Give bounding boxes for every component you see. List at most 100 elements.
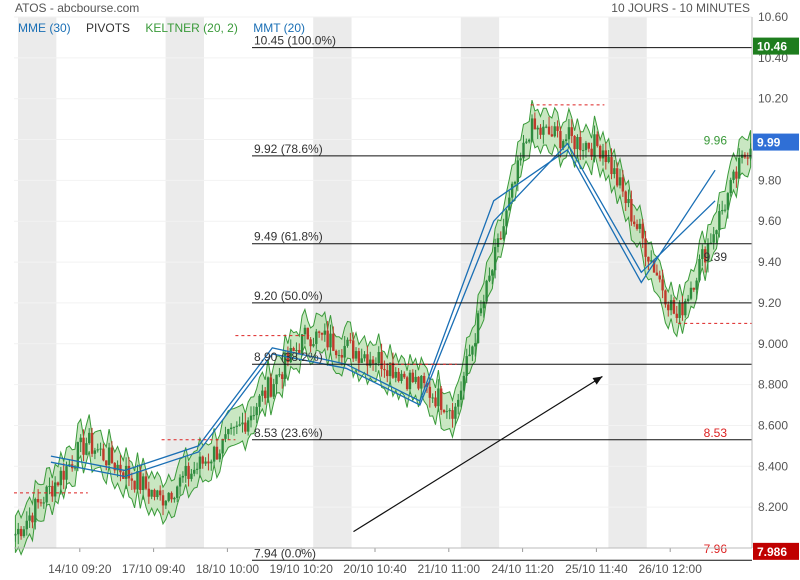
- candle-body: [85, 443, 88, 455]
- candle-body: [482, 301, 485, 309]
- legend-mmt[interactable]: MMT (20): [253, 21, 305, 35]
- candle-body: [139, 470, 142, 490]
- candle-down: [405, 375, 409, 391]
- annotation-label: 9.39: [704, 250, 728, 264]
- y-tick-label: 9.000: [758, 337, 788, 351]
- candle-up: [618, 168, 622, 189]
- y-tick-label: 8.800: [758, 378, 788, 392]
- candle-down: [397, 368, 400, 383]
- candle-body: [386, 370, 389, 377]
- candle-body: [238, 424, 241, 426]
- legend-keltner[interactable]: KELTNER (20, 2): [145, 21, 238, 35]
- candle-up: [516, 155, 520, 192]
- candle-up: [59, 466, 63, 495]
- candle-body: [505, 210, 508, 227]
- candle-down: [306, 327, 309, 340]
- candle-body: [448, 410, 451, 412]
- period-label[interactable]: 10 JOURS - 10 MINUTES: [611, 1, 750, 15]
- candle-up: [720, 200, 724, 215]
- candle-body: [689, 287, 693, 299]
- candle-body: [357, 351, 361, 363]
- candle-down: [161, 489, 165, 516]
- candle-body: [221, 438, 224, 454]
- candle-down: [391, 352, 395, 379]
- fib-label: 7.94 (0.0%): [254, 546, 316, 560]
- candle-up: [536, 125, 539, 140]
- y-tick-label: 9.80: [758, 173, 782, 187]
- candle-up: [99, 442, 102, 457]
- candle-down: [559, 126, 562, 158]
- candle-up: [627, 189, 630, 208]
- candle-up: [17, 522, 20, 545]
- candle-up: [698, 254, 701, 283]
- candle-body: [607, 157, 610, 163]
- candle-up: [343, 336, 346, 367]
- candle-body: [664, 290, 667, 305]
- candle-up: [164, 499, 168, 510]
- candle-body: [391, 362, 395, 378]
- candle-body: [343, 345, 346, 358]
- candle-up: [437, 379, 440, 412]
- candle-down: [326, 320, 329, 351]
- y-tick-label: 10.20: [758, 92, 788, 106]
- candle-body: [522, 142, 525, 159]
- candle-up: [124, 457, 128, 490]
- candle-body: [76, 442, 80, 468]
- candle-body: [56, 482, 60, 486]
- legend-pivots[interactable]: PIVOTS: [86, 21, 131, 35]
- candle-body: [73, 467, 77, 469]
- candle-body: [340, 355, 344, 358]
- candle-up: [718, 204, 721, 238]
- legend-mme[interactable]: MME (30): [18, 21, 71, 35]
- candle-down: [403, 371, 406, 379]
- candle-up: [272, 378, 275, 400]
- candle-up: [502, 218, 505, 241]
- candle-up: [190, 468, 193, 482]
- candle-down: [644, 230, 647, 267]
- candle-up: [377, 346, 380, 367]
- candle-up: [107, 442, 111, 466]
- y-tick-label: 8.600: [758, 418, 788, 432]
- candle-down: [62, 463, 65, 490]
- candle-body: [499, 238, 502, 240]
- candle-down: [110, 441, 114, 464]
- candle-down: [735, 166, 738, 188]
- candle-down: [351, 332, 355, 363]
- candle-body: [144, 476, 148, 489]
- candle-body: [19, 528, 23, 537]
- candle-body: [278, 374, 281, 376]
- candle-body: [516, 160, 520, 183]
- candle-body: [354, 351, 358, 359]
- candle-up: [686, 294, 690, 304]
- candle-down: [371, 356, 375, 371]
- candle-down: [133, 480, 136, 493]
- y-tick-label: 9.40: [758, 255, 782, 269]
- candle-down: [105, 460, 108, 471]
- candle-down: [269, 373, 273, 398]
- candle-down: [417, 376, 420, 391]
- candle-up: [85, 437, 88, 456]
- candle-up: [354, 347, 358, 362]
- candle-body: [584, 142, 588, 151]
- candle-body: [539, 127, 542, 135]
- session-shade: [313, 17, 352, 548]
- candle-down: [158, 485, 162, 501]
- candle-body: [53, 482, 57, 497]
- candle-down: [380, 343, 383, 377]
- candle-down: [533, 112, 537, 130]
- candle-body: [102, 448, 105, 461]
- x-tick-label: 26/10 12:00: [638, 562, 702, 576]
- candle-body: [337, 355, 341, 357]
- candle-body: [218, 453, 221, 460]
- x-tick-label: 25/10 11:40: [565, 562, 628, 576]
- price-tag-resistance: 10.46: [757, 40, 787, 54]
- candle-body: [718, 211, 721, 231]
- candle-up: [448, 408, 451, 420]
- y-tick-label: 9.20: [758, 296, 782, 310]
- candle-up: [564, 134, 568, 146]
- candle-up: [701, 244, 704, 267]
- candle-body: [170, 492, 173, 500]
- trend-arrow-head: [592, 376, 603, 385]
- candle-down: [187, 462, 190, 487]
